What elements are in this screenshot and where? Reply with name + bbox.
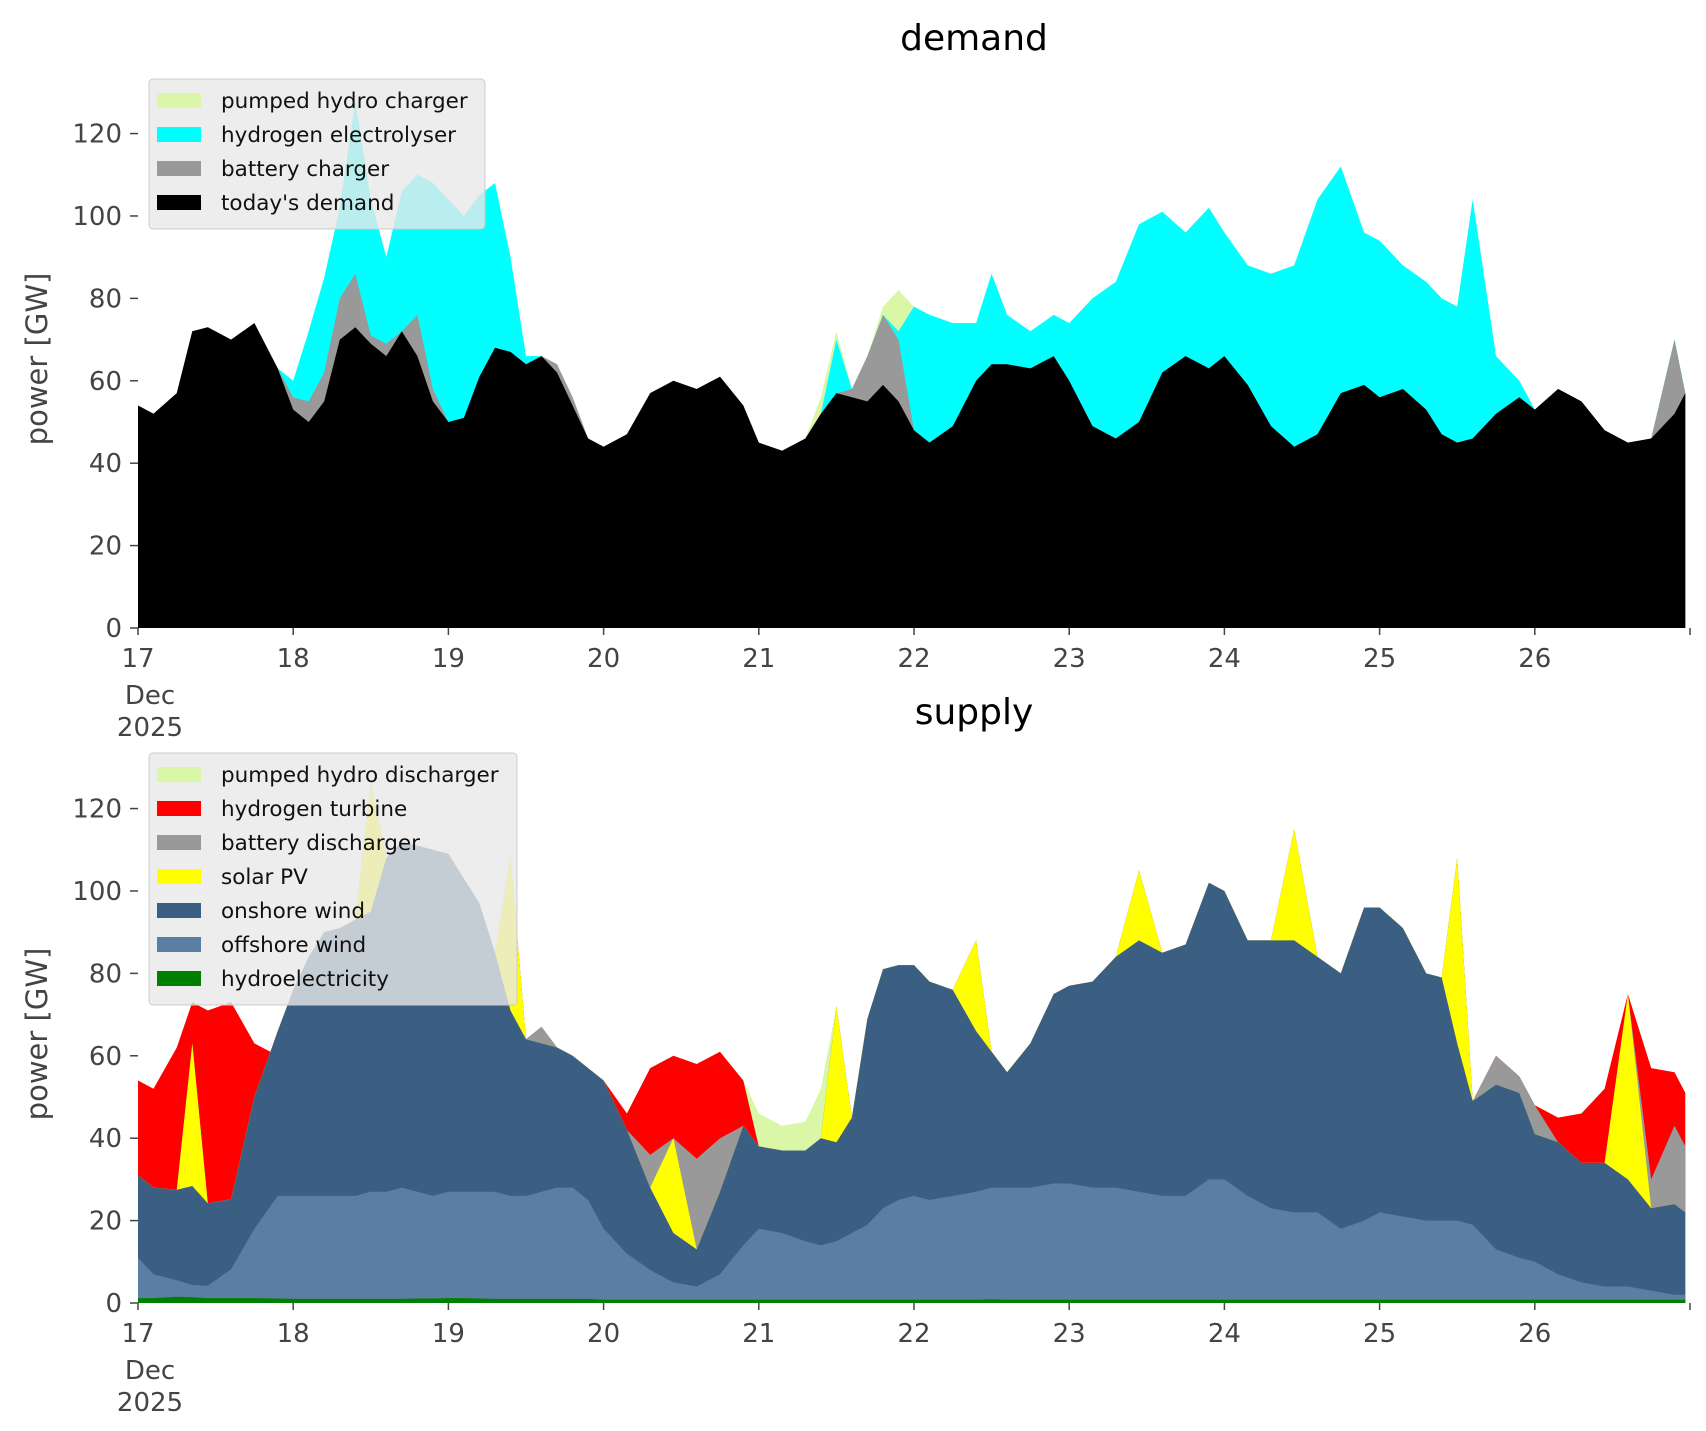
legend: pumped hydro charger hydrogen electrolyse… xyxy=(148,78,486,230)
y-tick-label: 80 xyxy=(89,959,122,989)
x-tick-label: 25 xyxy=(1363,644,1396,674)
legend-label-offshore-wind: offshore wind xyxy=(221,933,366,958)
legend-swatch-today-s-demand xyxy=(157,195,201,210)
x-tick-label: 23 xyxy=(1053,1319,1086,1349)
y-tick-label: 120 xyxy=(72,120,122,150)
y-axis-label: power [GW] xyxy=(20,273,54,446)
x-tick-label: 22 xyxy=(897,644,930,674)
x-tick-label: 23 xyxy=(1053,644,1086,674)
legend-swatch-pumped-hydro-charger xyxy=(157,93,201,108)
y-tick-label: 60 xyxy=(89,1042,122,1072)
legend-label-today-s-demand: today's demand xyxy=(221,191,394,216)
legend-label-solar-pv: solar PV xyxy=(221,865,308,890)
legend-label-hydroelectricity: hydroelectricity xyxy=(221,967,389,992)
x-tick-sublabel: 2025 xyxy=(117,1388,183,1418)
area-onshore-wind xyxy=(138,841,1686,1303)
chart-title: supply xyxy=(915,692,1034,733)
legend-swatch-pumped-hydro-discharger xyxy=(157,767,201,782)
x-tick-label: 25 xyxy=(1363,1319,1396,1349)
x-tick-label: 24 xyxy=(1208,1319,1241,1349)
legend-swatch-hydrogen-turbine xyxy=(157,801,201,816)
legend-swatch-hydroelectricity xyxy=(157,971,201,986)
y-axis-label: power [GW] xyxy=(20,948,54,1121)
area-layers xyxy=(138,783,1686,1303)
y-tick-label: 100 xyxy=(72,877,122,907)
legend-frame xyxy=(148,78,486,230)
legend-label-pumped-hydro-discharger: pumped hydro discharger xyxy=(221,763,499,788)
x-tick-label: 26 xyxy=(1518,644,1551,674)
legend-swatch-onshore-wind xyxy=(157,903,201,918)
legend-swatch-battery-charger xyxy=(157,161,201,176)
y-tick-label: 80 xyxy=(89,284,122,314)
x-tick-sublabel: Dec xyxy=(125,1356,175,1386)
x-tick-label: 17 xyxy=(121,1319,154,1349)
y-tick-label: 100 xyxy=(72,202,122,232)
x-tick-label: 24 xyxy=(1208,644,1241,674)
x-tick-sublabel: 2025 xyxy=(117,713,183,743)
y-tick-label: 40 xyxy=(89,1124,122,1154)
x-tick-label: 22 xyxy=(897,1319,930,1349)
x-tick-label: 20 xyxy=(587,1319,620,1349)
x-tick-label: 19 xyxy=(432,1319,465,1349)
legend-label-pumped-hydro-charger: pumped hydro charger xyxy=(221,89,468,114)
legend-swatch-battery-discharger xyxy=(157,835,201,850)
x-tick-label: 18 xyxy=(277,1319,310,1349)
legend-frame xyxy=(148,752,518,1006)
supply-panel: supply 0 20 40 60 80 100 120 17 18 19 20 21 22 23 24 25 2… xyxy=(20,692,1691,1418)
legend-label-onshore-wind: onshore wind xyxy=(221,899,365,924)
x-tick-label: 19 xyxy=(432,644,465,674)
y-tick-label: 0 xyxy=(105,614,122,644)
legend-swatch-hydrogen-electrolyser xyxy=(157,127,201,142)
area-today-s-demand xyxy=(138,323,1686,628)
y-tick-label: 120 xyxy=(72,795,122,825)
demand-panel: demand 0 20 40 60 80 100 120 17 18 19 20 21 22 23 24 25 2… xyxy=(20,18,1691,743)
area-hydroelectricity xyxy=(138,1296,1686,1303)
x-tick-label: 21 xyxy=(742,644,775,674)
x-tick-label: 17 xyxy=(121,644,154,674)
chart-title: demand xyxy=(900,18,1048,59)
x-tick-label: 20 xyxy=(587,644,620,674)
x-tick-label: 18 xyxy=(277,644,310,674)
x-tick-label: 26 xyxy=(1518,1319,1551,1349)
legend: pumped hydro discharger hydrogen turbine b… xyxy=(148,752,518,1006)
legend-label-battery-discharger: battery discharger xyxy=(221,831,420,856)
area-offshore-wind xyxy=(138,1179,1686,1303)
y-tick-label: 60 xyxy=(89,367,122,397)
y-tick-label: 40 xyxy=(89,449,122,479)
legend-swatch-solar-pv xyxy=(157,869,201,884)
x-tick-sublabel: Dec xyxy=(125,681,175,711)
legend-label-battery-charger: battery charger xyxy=(221,157,389,182)
legend-label-hydrogen-turbine: hydrogen turbine xyxy=(221,797,407,822)
area-layers xyxy=(138,100,1686,629)
y-tick-label: 20 xyxy=(89,1207,122,1237)
x-tick-label: 21 xyxy=(742,1319,775,1349)
legend-label-hydrogen-electrolyser: hydrogen electrolyser xyxy=(221,123,456,148)
y-tick-label: 20 xyxy=(89,532,122,562)
legend-swatch-offshore-wind xyxy=(157,937,201,952)
y-tick-label: 0 xyxy=(105,1289,122,1319)
